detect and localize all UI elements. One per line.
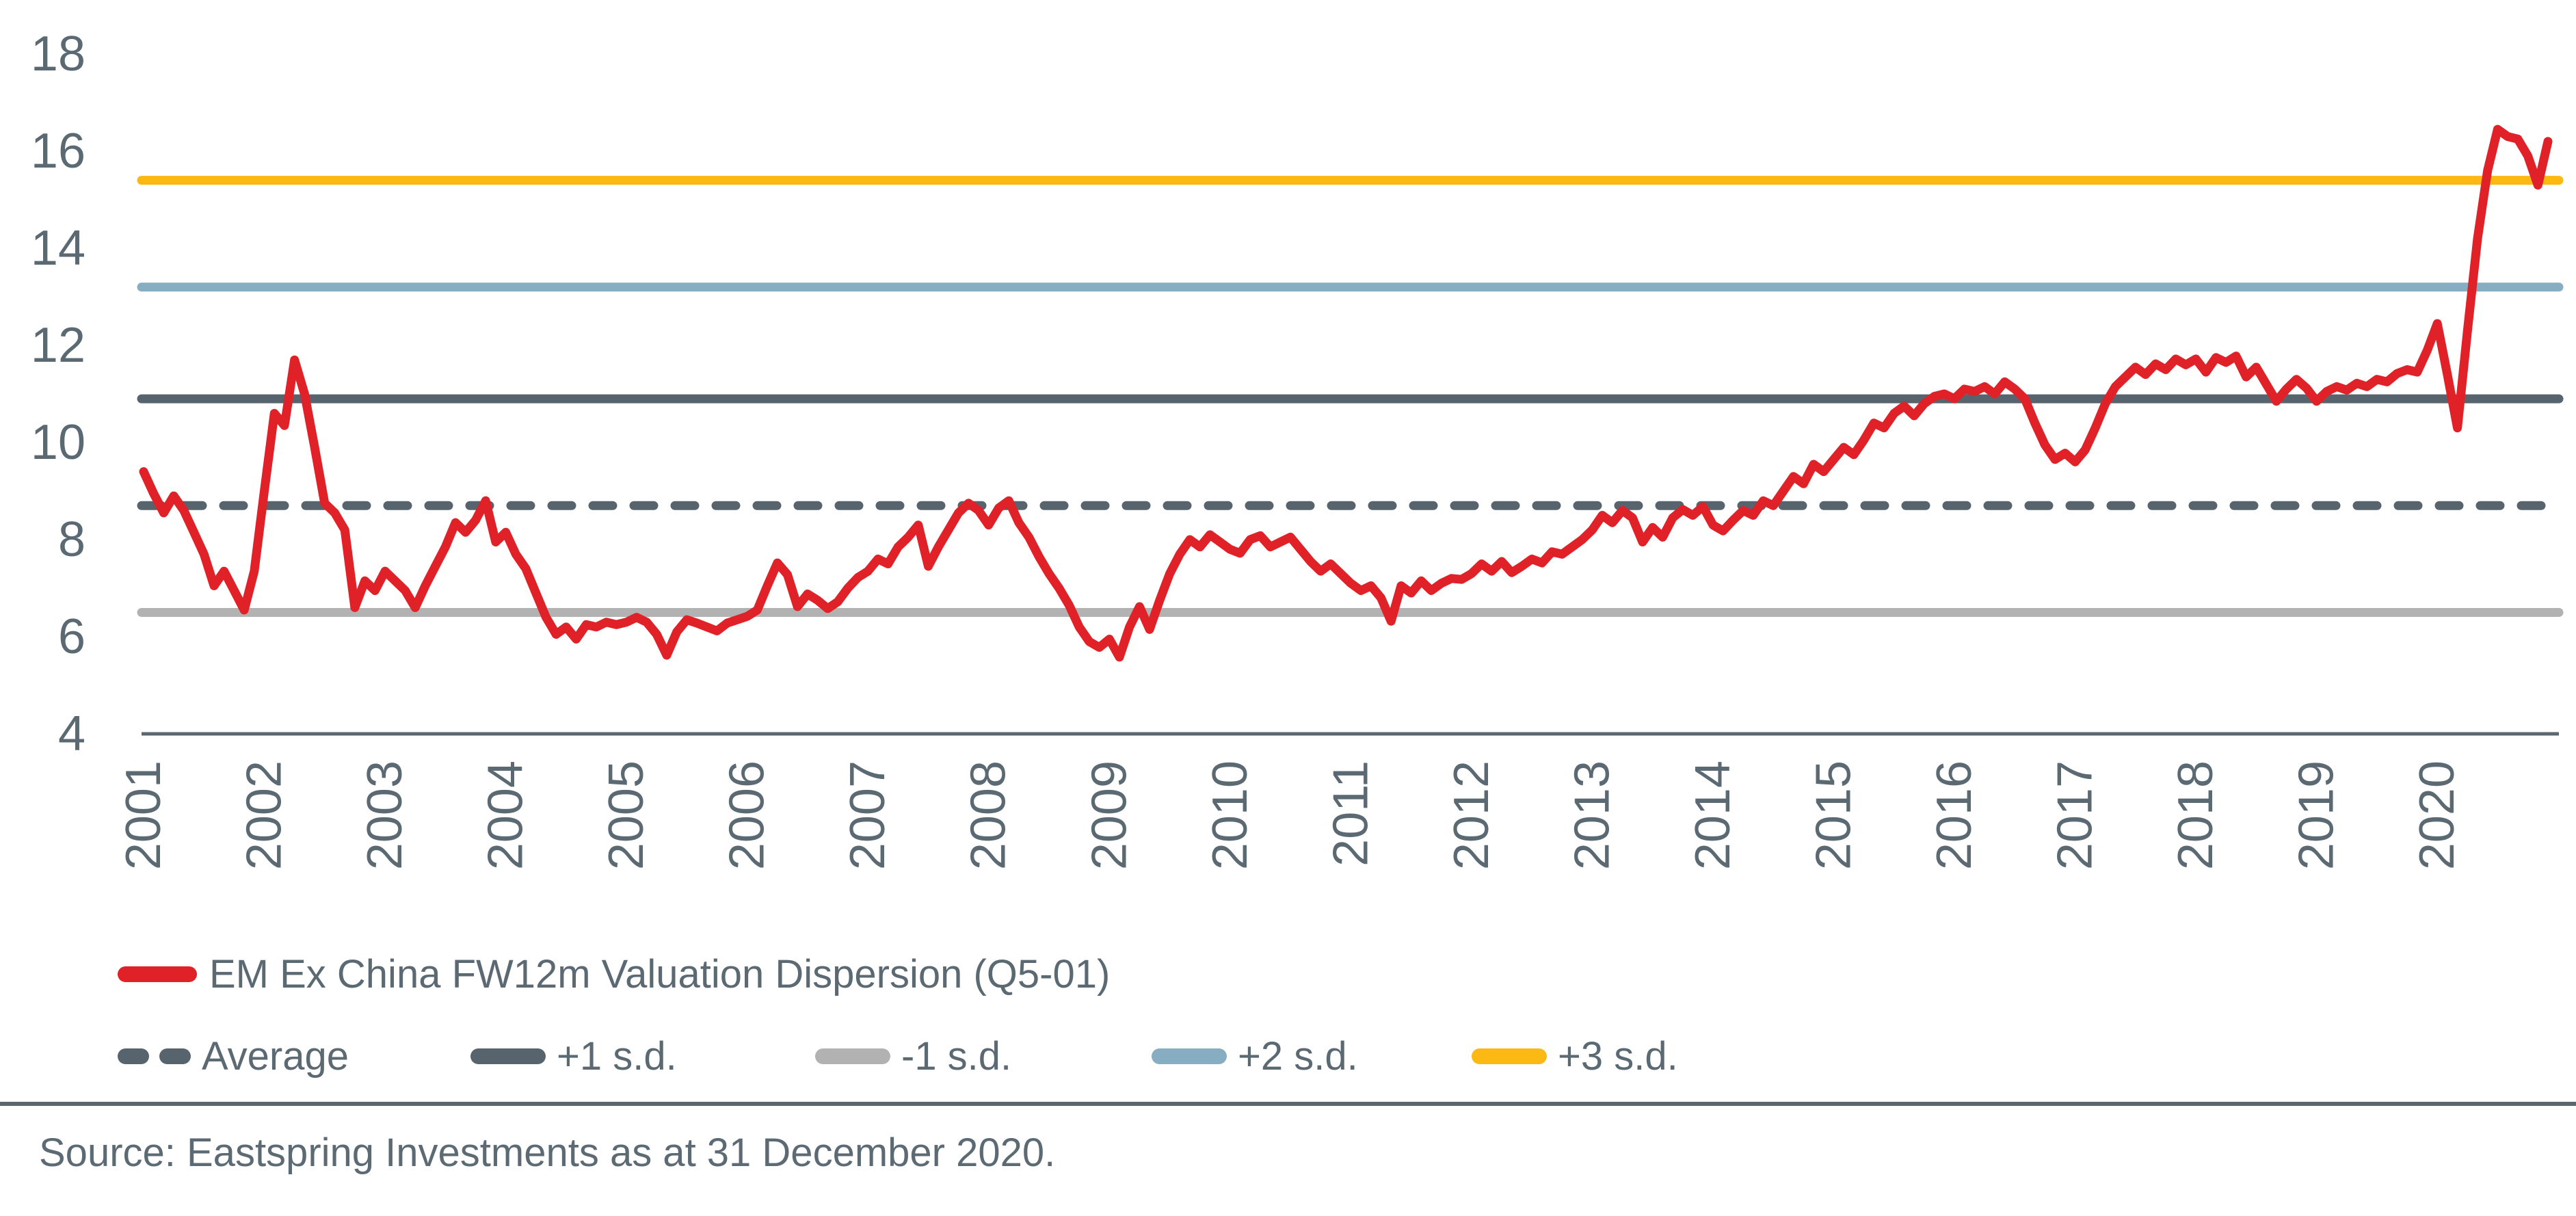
y-tick-label: 6 <box>58 609 85 664</box>
y-tick-label: 8 <box>58 512 85 567</box>
average-dash-segment <box>118 1048 149 1064</box>
average-dash-segment <box>159 1048 191 1064</box>
y-tick-label: 12 <box>31 318 85 373</box>
x-tick-label: 2010 <box>1203 761 1258 870</box>
legend-reference-lines: Average +1 s.d. -1 s.d. +2 s.d. +3 s.d. <box>0 1033 2576 1079</box>
x-tick-label: 2006 <box>720 761 775 870</box>
legend-item-plus2sd: +2 s.d. <box>1152 1033 1358 1079</box>
x-tick-label: 2008 <box>961 761 1016 870</box>
legend-item-average: Average <box>118 1033 349 1079</box>
x-tick-label: 2001 <box>116 761 171 870</box>
y-tick-label: 14 <box>31 221 85 276</box>
legend-label-minus1sd: -1 s.d. <box>901 1033 1012 1079</box>
x-tick-label: 2018 <box>2168 761 2223 870</box>
x-tick-label: 2007 <box>840 761 895 870</box>
y-tick-label: 10 <box>31 415 85 470</box>
y-tick-label: 4 <box>58 706 85 761</box>
x-tick-label: 2015 <box>1806 761 1861 870</box>
x-tick-label: 2011 <box>1323 761 1378 867</box>
x-tick-label: 2014 <box>1686 761 1740 870</box>
legend-label-average: Average <box>202 1033 349 1079</box>
y-tick-label: 16 <box>31 124 85 179</box>
legend-series: EM Ex China FW12m Valuation Dispersion (… <box>118 951 1110 997</box>
legend-label-plus3sd: +3 s.d. <box>1558 1033 1678 1079</box>
series-line <box>139 124 2553 662</box>
legend-label-plus2sd: +2 s.d. <box>1238 1033 1358 1079</box>
source-note: Source: Eastspring Investments as at 31 … <box>39 1131 1056 1175</box>
x-tick-label: 2016 <box>1927 761 1982 870</box>
plus3sd-line-swatch <box>1472 1048 1547 1064</box>
x-tick-label: 2012 <box>1444 761 1499 870</box>
x-tick-label: 2003 <box>358 761 412 870</box>
legend-item-plus1sd: +1 s.d. <box>470 1033 677 1079</box>
x-tick-label: 2004 <box>479 761 533 870</box>
x-tick-label: 2019 <box>2289 761 2344 870</box>
x-tick-label: 2005 <box>599 761 654 870</box>
minus1sd-line-swatch <box>815 1048 890 1064</box>
legend-item-minus1sd: -1 s.d. <box>815 1033 1011 1079</box>
footer-divider <box>0 1102 2576 1106</box>
x-tick-label: 2017 <box>2048 761 2103 870</box>
series-line-swatch <box>118 966 197 982</box>
chart-canvas: 18 16 14 12 10 8 6 4 2001 2002 2003 2004 2005 2006 200… <box>31 27 2564 870</box>
legend-label-plus1sd: +1 s.d. <box>557 1033 677 1079</box>
average-dash-swatch <box>118 1048 191 1064</box>
series-legend-label: EM Ex China FW12m Valuation Dispersion (… <box>209 951 1111 996</box>
legend-item-plus3sd: +3 s.d. <box>1472 1033 1678 1079</box>
x-tick-label: 2020 <box>2410 761 2465 870</box>
x-tick-label: 2002 <box>237 761 292 870</box>
x-tick-label: 2009 <box>1082 761 1137 870</box>
plus2sd-line-swatch <box>1152 1048 1227 1064</box>
y-tick-label: 18 <box>31 27 85 81</box>
plus1sd-line-swatch <box>470 1048 546 1064</box>
x-tick-label: 2013 <box>1565 761 1619 870</box>
